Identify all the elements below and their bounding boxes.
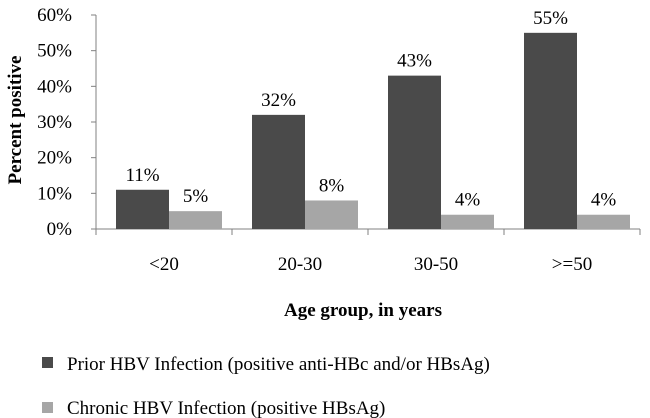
data-label: 8% bbox=[319, 175, 345, 196]
data-label: 5% bbox=[183, 186, 209, 207]
y-tick-label: 50% bbox=[37, 41, 72, 62]
bar-prior-infection bbox=[252, 114, 305, 229]
bar-prior-infection bbox=[388, 75, 441, 229]
bars bbox=[116, 32, 630, 230]
legend: Prior HBV Infection (positive anti-HBc a… bbox=[42, 354, 490, 418]
y-axis-title: Percent positive bbox=[5, 56, 26, 185]
x-tick-label: >=50 bbox=[552, 254, 592, 275]
legend-swatch-prior bbox=[42, 357, 53, 368]
legend-label-prior: Prior HBV Infection (positive anti-HBc a… bbox=[67, 354, 490, 375]
data-label: 32% bbox=[261, 90, 296, 111]
y-axis: 0% 10% 20% 30% 40% 50% 60% bbox=[37, 5, 97, 240]
y-tick-label: 10% bbox=[37, 183, 72, 204]
y-tick-label: 30% bbox=[37, 112, 72, 133]
legend-label-chronic: Chronic HBV Infection (positive HBsAg) bbox=[67, 398, 385, 418]
data-label: 4% bbox=[455, 190, 481, 211]
bar-chronic-infection bbox=[305, 200, 358, 229]
bar-chronic-infection bbox=[441, 214, 494, 229]
bar-chronic-infection bbox=[577, 214, 630, 229]
x-axis: <20 20-30 30-50 >=50 bbox=[95, 228, 641, 275]
data-label: 55% bbox=[533, 8, 568, 29]
data-label: 43% bbox=[397, 51, 432, 72]
y-tick-label: 60% bbox=[37, 5, 72, 26]
data-labels: 11% 5% 32% 8% 43% 4% 55% 4% bbox=[125, 8, 616, 211]
bar-prior-infection bbox=[116, 189, 169, 229]
x-tick-label: 30-50 bbox=[414, 254, 458, 275]
legend-swatch-chronic bbox=[42, 402, 53, 413]
y-tick-label: 0% bbox=[47, 219, 73, 240]
bar-prior-infection bbox=[524, 32, 577, 230]
data-label: 4% bbox=[591, 190, 617, 211]
y-tick-label: 20% bbox=[37, 148, 72, 169]
x-axis-title: Age group, in years bbox=[284, 300, 442, 321]
x-tick-label: <20 bbox=[149, 254, 179, 275]
x-tick-label: 20-30 bbox=[278, 254, 322, 275]
y-tick-label: 40% bbox=[37, 76, 72, 97]
data-label: 11% bbox=[125, 165, 159, 186]
bar-chronic-infection bbox=[169, 211, 222, 229]
